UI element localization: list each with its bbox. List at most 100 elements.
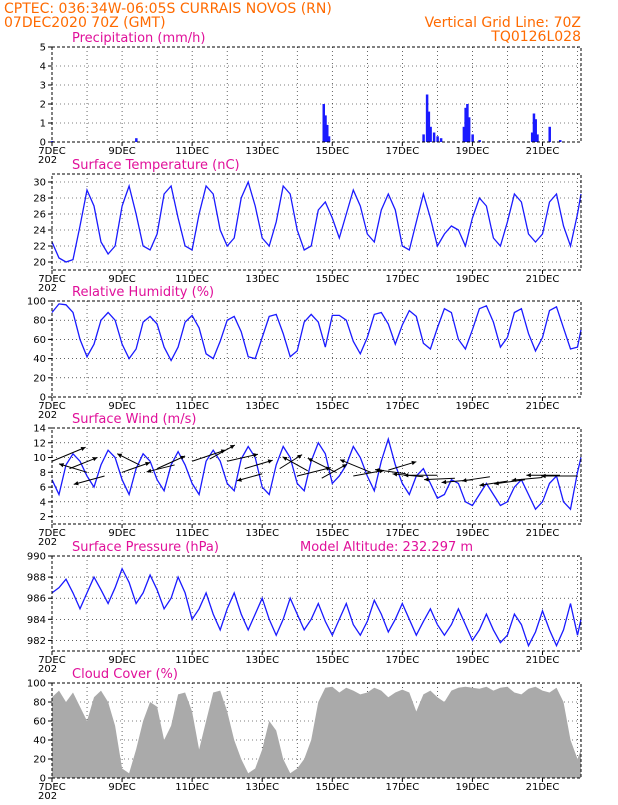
header-grid-line: Vertical Grid Line: 70Z <box>425 15 581 31</box>
y-tick-label: 40 <box>33 736 46 747</box>
wind-vector <box>58 463 88 473</box>
x-tick-label: 17DEC <box>385 655 419 666</box>
header-location: CPTEC: 036:34W-06:05S CURRAIS NOVOS (RN) <box>4 1 332 17</box>
wind-vector <box>494 479 526 485</box>
y-tick-label: 80 <box>33 698 46 709</box>
precip-bar <box>464 107 467 142</box>
wind-vector <box>388 461 417 471</box>
panel-frame <box>51 46 582 143</box>
y-tick-label: 20 <box>33 258 46 269</box>
wind-vector <box>307 457 336 473</box>
wind-arrowhead <box>92 457 98 462</box>
wind-arrowhead <box>461 478 467 483</box>
y-tick-label: 2 <box>40 512 46 523</box>
wind-vector <box>227 453 259 462</box>
panel-rh: Relative Humidity (%) 0 20 40 60 80 100 7DEC 9DE… <box>27 285 582 421</box>
x-year-label: 202 <box>38 537 57 548</box>
x-tick-label: 21DEC <box>526 655 560 666</box>
header-date: 07DEC2020 70Z (GMT) <box>4 15 166 31</box>
x-tick-label: 19DEC <box>456 274 490 285</box>
wind-vector <box>424 477 455 481</box>
precip-bar <box>471 134 474 142</box>
precip-bar <box>548 126 551 142</box>
x-tick-label: 13DEC <box>245 146 279 157</box>
x-tick-label: 17DEC <box>385 401 419 412</box>
x-tick-label: 17DEC <box>385 528 419 539</box>
wind-vector <box>282 456 308 472</box>
wind-arrowhead <box>73 481 79 486</box>
x-tick-label: 15DEC <box>315 274 349 285</box>
x-tick-label: 21DEC <box>526 274 560 285</box>
wind-vector <box>461 476 490 482</box>
y-tick-label: 982 <box>27 636 46 647</box>
wind-vector <box>297 467 331 477</box>
x-tick-label: 7DEC <box>38 401 65 412</box>
wind-arrowhead <box>229 445 235 450</box>
x-year-label: 202 <box>38 283 57 294</box>
y-tick-label: 1 <box>40 119 46 130</box>
wind-arrowhead <box>424 477 429 482</box>
y-tick-label: 14 <box>33 424 46 435</box>
x-tick-label: 11DEC <box>175 655 209 666</box>
wind-arrowhead <box>342 464 347 469</box>
y-tick-label: 40 <box>33 354 46 365</box>
panel-frame <box>51 427 582 525</box>
y-tick-label: 30 <box>33 178 46 189</box>
rh-series-line <box>51 303 582 362</box>
x-tick-label: 15DEC <box>315 146 349 157</box>
precip-bar <box>532 113 536 142</box>
wind-arrowhead <box>340 459 345 464</box>
precip-bar <box>436 136 439 142</box>
wind-arrowhead <box>541 473 546 479</box>
x-tick-label: 9DEC <box>108 146 135 157</box>
y-tick-label: 0 <box>40 393 46 404</box>
x-tick-label: 21DEC <box>526 782 560 793</box>
y-tick-label: 8 <box>40 468 46 479</box>
wind-vector <box>156 455 186 470</box>
precip-bar <box>466 104 469 142</box>
y-tick-label: 3 <box>40 81 46 92</box>
y-tick-label: 988 <box>27 573 46 584</box>
wind-vector <box>69 456 98 470</box>
panel-cloud: Cloud Cover (%) 0 20 40 60 80 100 7DEC 9DEC 11DEC… <box>27 667 582 802</box>
panel-frame <box>51 173 582 271</box>
precip-bar <box>558 140 562 142</box>
precip-bar <box>439 138 443 142</box>
x-tick-label: 15DEC <box>315 782 349 793</box>
header-run-id: TQ0126L028 <box>490 29 581 45</box>
panel-title: Precipitation (mm/h) <box>72 31 205 46</box>
y-tick-label: 60 <box>33 335 46 346</box>
x-tick-label: 7DEC <box>38 274 65 285</box>
wind-arrowhead <box>411 460 417 466</box>
y-tick-label: 22 <box>33 242 46 253</box>
precip-bar <box>135 138 138 142</box>
y-tick-label: 60 <box>33 717 46 728</box>
wind-vector <box>374 469 406 475</box>
x-tick-label: 11DEC <box>175 401 209 412</box>
precip-bar <box>427 111 431 142</box>
wind-arrowhead <box>117 453 123 458</box>
y-tick-label: 20 <box>33 755 46 766</box>
precip-bar <box>322 104 326 142</box>
x-tick-label: 11DEC <box>175 274 209 285</box>
wind-arrowhead <box>511 477 517 482</box>
precip-bar <box>462 126 466 142</box>
x-tick-label: 19DEC <box>456 146 490 157</box>
precip-bar <box>530 132 534 142</box>
x-tick-label: 21DEC <box>526 146 560 157</box>
wind-arrowhead <box>267 459 273 464</box>
x-tick-label: 7DEC <box>38 146 65 157</box>
x-tick-label: 15DEC <box>315 528 349 539</box>
x-tick-label: 13DEC <box>245 528 279 539</box>
temp-series-line <box>51 180 582 263</box>
precip-bar <box>326 124 329 142</box>
x-tick-label: 19DEC <box>456 528 490 539</box>
x-tick-label: 7DEC <box>38 782 65 793</box>
x-year-label: 202 <box>38 791 57 800</box>
wind-arrowhead <box>307 458 313 463</box>
panel-subtitle: Model Altitude: 232.297 m <box>300 540 473 555</box>
precip-bar <box>422 134 425 142</box>
y-tick-label: 984 <box>27 615 46 626</box>
wind-vector <box>121 462 151 473</box>
x-tick-label: 19DEC <box>456 655 490 666</box>
